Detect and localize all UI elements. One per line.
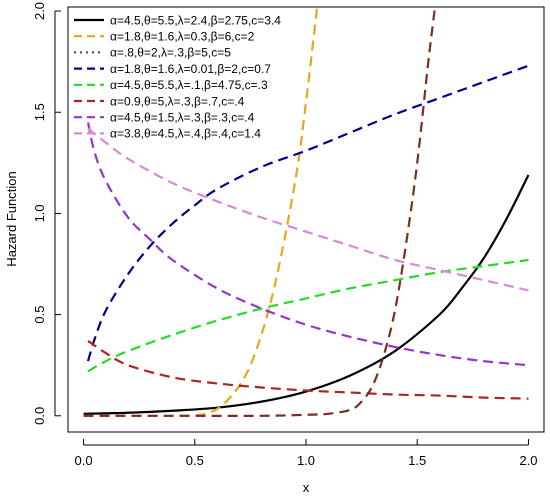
y-tick-label: 1.5 xyxy=(32,103,47,121)
y-tick-label: 2.0 xyxy=(32,2,47,20)
x-tick-label: 1.0 xyxy=(297,453,315,468)
legend-label: α=1.8,θ=1.6,λ=0.3,β=6,c=2 xyxy=(110,30,255,44)
plot-frame xyxy=(67,6,545,433)
series-line-9 xyxy=(83,7,437,417)
x-axis-title: x xyxy=(303,480,310,495)
x-tick-label: 0.5 xyxy=(186,453,204,468)
legend: α=4.5,θ=5.5,λ=2.4,β=2.75,c=3.4 α=1.8,θ=1.… xyxy=(74,13,281,141)
legend-label: α=0.9,θ=5,λ=.3,β=.7,c=.4 xyxy=(110,94,245,108)
series-line-8 xyxy=(87,127,529,292)
series-line-6 xyxy=(87,340,529,400)
series-line-4 xyxy=(86,64,529,362)
legend-label: α=4.5,θ=1.5,λ=.3,β=.3,c=.4 xyxy=(110,111,255,125)
legend-label: α=3.8,θ=4.5,λ=.4,β=.4,c=1.4 xyxy=(110,127,261,141)
series-line-1 xyxy=(83,174,530,415)
x-axis: 0.0 0.5 1.0 1.5 2.0 xyxy=(75,439,537,468)
series-layer xyxy=(83,7,530,418)
series-line-5 xyxy=(87,258,529,373)
y-tick-label: 0.5 xyxy=(32,306,47,324)
legend-label: α=1.8,θ=1.6,λ=0.01,β=2,c=0.7 xyxy=(110,62,271,76)
x-tick-label: 1.5 xyxy=(408,453,426,468)
y-axis-title: Hazard Function xyxy=(4,171,19,266)
legend-label: α=.8,θ=2,λ=.3,β=5,c=5 xyxy=(110,46,231,60)
y-tick-label: 1.0 xyxy=(32,204,47,222)
series-line-7 xyxy=(86,122,529,367)
y-tick-label: 0.0 xyxy=(32,407,47,425)
legend-label: α=4.5,θ=5.5,λ=.1,β=4.75,c=.3 xyxy=(110,78,268,92)
x-tick-label: 0.0 xyxy=(75,453,93,468)
legend-label: α=4.5,θ=5.5,λ=2.4,β=2.75,c=3.4 xyxy=(110,13,281,27)
series-line-2 xyxy=(83,7,319,418)
x-tick-label: 2.0 xyxy=(519,453,537,468)
y-axis: 0.0 0.5 1.0 1.5 2.0 xyxy=(32,2,61,425)
